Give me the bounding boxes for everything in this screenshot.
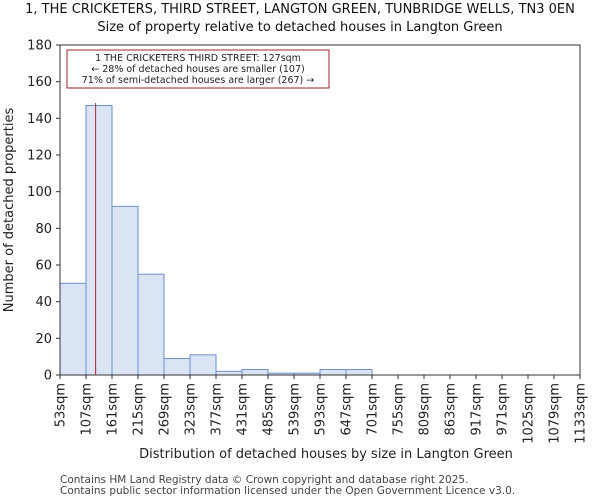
y-tick-label: 80: [35, 222, 52, 237]
x-tick-label: 917sqm: [470, 383, 485, 436]
bar-323sqm: [189, 354, 217, 376]
x-tick-label: 755sqm: [392, 383, 407, 436]
y-tick-label: 160: [27, 75, 52, 90]
x-tick-label: 809sqm: [418, 383, 433, 436]
bar-53sqm: [59, 282, 87, 376]
x-tick-label: 431sqm: [236, 383, 251, 436]
chart-title: 1, THE CRICKETERS, THIRD STREET, LANGTON…: [25, 2, 575, 17]
x-tick-label: 269sqm: [158, 383, 173, 436]
annotation-group: 1 THE CRICKETERS THIRD STREET: 127sqm← 2…: [66, 49, 330, 89]
y-tick-label: 60: [35, 259, 52, 274]
bar-593sqm: [319, 369, 347, 376]
x-tick-label: 53sqm: [54, 383, 69, 427]
annotation-line-3: 71% of semi-detached houses are larger (…: [82, 75, 315, 86]
x-tick-label: 323sqm: [184, 383, 199, 436]
bar-107sqm: [85, 105, 113, 376]
y-axis-label: Number of detached properties: [2, 108, 17, 313]
annotation-line-2: ← 28% of detached houses are smaller (10…: [91, 64, 304, 75]
x-tick-label: 377sqm: [210, 383, 225, 436]
x-tick-label: 647sqm: [340, 383, 355, 436]
x-axis-label: Distribution of detached houses by size …: [139, 447, 513, 462]
x-tick-label: 107sqm: [80, 383, 95, 436]
axes-group: 0 20 40 60 80 100 120 140 160 180 53sqm 107sqm 161sq…: [2, 39, 589, 463]
x-tick-label: 215sqm: [132, 383, 147, 436]
annotation-box: [66, 49, 330, 89]
y-tick-label: 0: [44, 369, 52, 384]
y-tick-label: 40: [35, 295, 52, 310]
y-tick-label: 120: [27, 149, 52, 164]
x-tick-label: 971sqm: [496, 383, 511, 436]
y-tick-label: 20: [35, 332, 52, 347]
bar-431sqm: [241, 369, 269, 376]
bars-group: [59, 105, 373, 376]
annotation-line-1: 1 THE CRICKETERS THIRD STREET: 127sqm: [95, 53, 301, 64]
bar-647sqm: [345, 369, 373, 376]
chart-subtitle: Size of property relative to detached ho…: [97, 20, 503, 35]
bar-215sqm: [137, 273, 165, 376]
x-tick-label: 863sqm: [444, 383, 459, 436]
y-tick-label: 180: [27, 39, 52, 54]
x-tick-label: 1133sqm: [574, 383, 589, 444]
x-tick-label: 161sqm: [106, 383, 121, 436]
x-tick-label: 593sqm: [314, 383, 329, 436]
bar-161sqm: [111, 205, 139, 376]
x-tick-label: 701sqm: [366, 383, 381, 436]
x-tick-label: 1025sqm: [522, 383, 537, 444]
y-tick-label: 100: [27, 185, 52, 200]
footer-line-2: Contains public sector information licen…: [60, 485, 516, 497]
bar-377sqm: [215, 370, 243, 376]
footer-line-1: Contains HM Land Registry data © Crown c…: [60, 474, 469, 486]
bar-269sqm: [163, 358, 191, 376]
x-tick-label: 1079sqm: [548, 383, 563, 444]
x-tick-label: 539sqm: [288, 383, 303, 436]
y-tick-label: 140: [27, 112, 52, 127]
x-tick-label: 485sqm: [262, 383, 277, 436]
